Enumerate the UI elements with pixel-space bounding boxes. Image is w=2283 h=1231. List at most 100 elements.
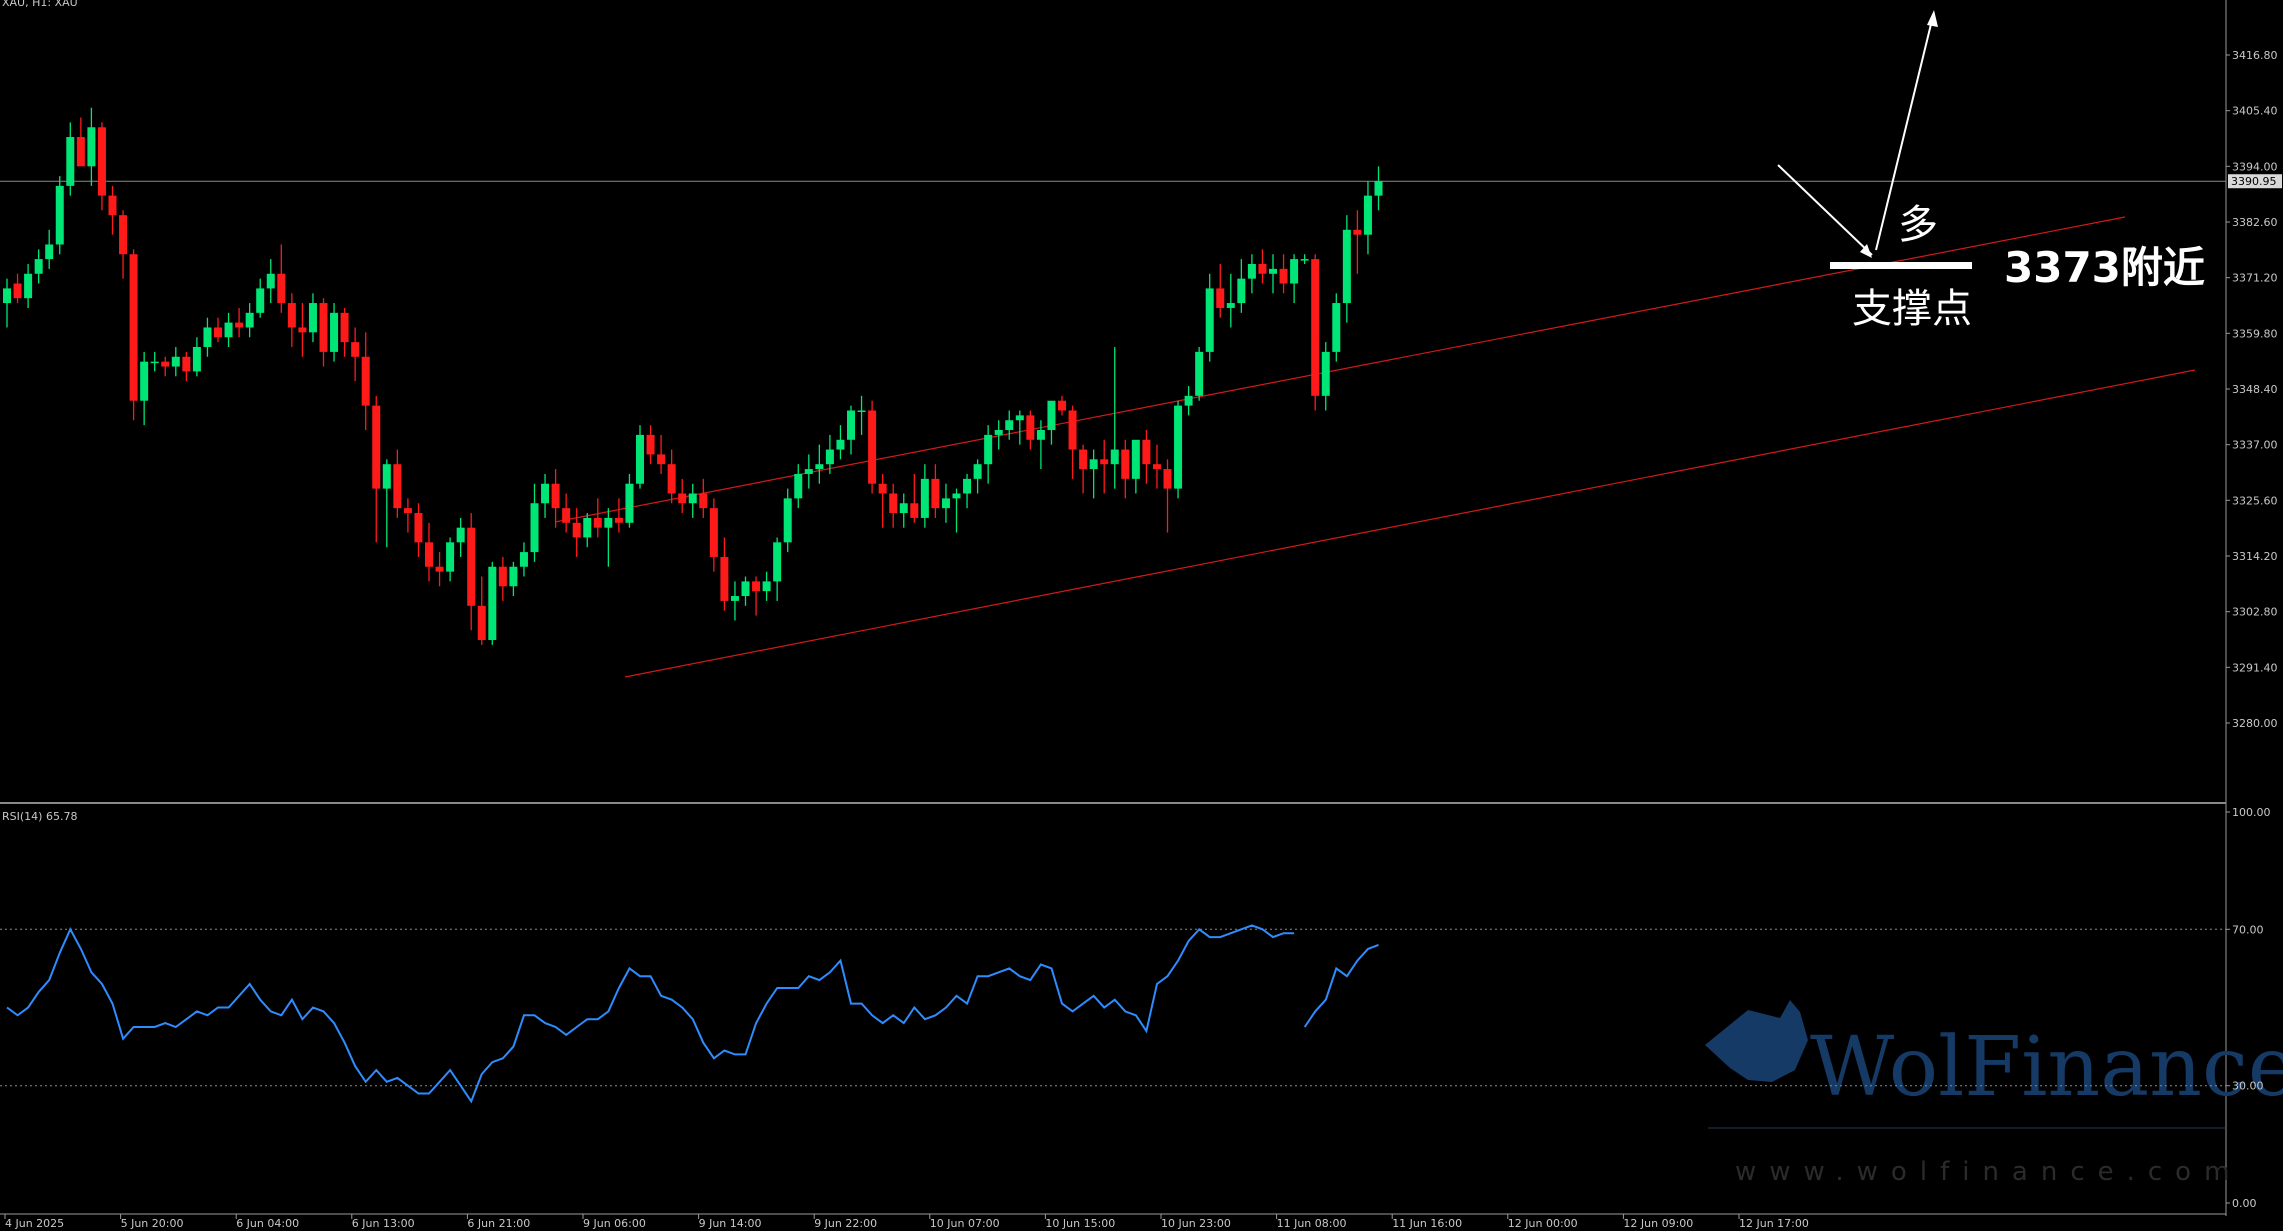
candle	[1363, 180, 1372, 255]
candle-body-bear	[1121, 449, 1130, 479]
candle-body-bull	[1015, 415, 1024, 421]
candle	[161, 356, 170, 377]
candle-body-bull	[446, 542, 455, 572]
candle-body-bull	[87, 127, 96, 167]
candle	[351, 327, 360, 382]
candle	[572, 508, 581, 557]
candle-body-bull	[963, 478, 972, 494]
candle-body-bear	[1216, 288, 1225, 308]
candle-body-bull	[1195, 351, 1204, 396]
wolfinance-watermark: WolFinance www.wolfinance.com	[1705, 1000, 2283, 1187]
candle-body-bull	[636, 434, 644, 484]
candle	[1015, 410, 1024, 445]
candle-body-bear	[435, 566, 444, 572]
price-tick-label: 3280.00	[2232, 717, 2278, 730]
candle	[66, 122, 75, 196]
candle	[1100, 439, 1109, 494]
candle	[636, 425, 644, 489]
candle-body-bear	[108, 195, 117, 216]
candle-body-bear	[467, 527, 476, 606]
candle	[1142, 430, 1151, 484]
time-tick-label: 6 Jun 21:00	[467, 1217, 530, 1230]
chart-title: XAU, H1: XAU	[2, 0, 78, 9]
time-tick-label: 4 Jun 2025	[5, 1217, 64, 1230]
candle-body-bull	[66, 137, 75, 186]
candle	[973, 459, 982, 494]
rsi-tick-label: 30.00	[2232, 1080, 2264, 1093]
candlestick-series	[3, 107, 1383, 645]
candle	[1258, 249, 1267, 284]
candle-body-bear	[562, 508, 571, 523]
price-tick-label: 3371.20	[2232, 272, 2278, 285]
candle	[657, 434, 666, 474]
candle	[414, 503, 423, 557]
candle	[889, 483, 898, 528]
candle	[519, 542, 528, 577]
wolf-logo-icon	[1705, 1000, 1808, 1082]
candle	[551, 469, 560, 528]
candle-body-bull	[1174, 405, 1183, 489]
candle	[182, 351, 191, 382]
candle	[361, 332, 370, 431]
rsi-axis: 100.00 70.00 30.00 0.00	[0, 806, 2271, 1210]
candle-body-bear	[235, 322, 244, 328]
candle	[804, 454, 813, 489]
time-tick-label: 11 Jun 16:00	[1392, 1217, 1462, 1230]
candle-body-bull	[192, 347, 201, 372]
candle-body-bear	[97, 127, 106, 196]
candle	[1332, 293, 1341, 362]
candle	[266, 259, 275, 304]
candle-body-bull	[1269, 268, 1277, 274]
candle	[498, 556, 507, 601]
candle	[794, 464, 803, 509]
candle	[941, 483, 950, 523]
candle	[1247, 254, 1256, 294]
current-price-tag: 3390.95	[2228, 174, 2282, 189]
candle	[97, 122, 106, 211]
candle-body-bear	[1163, 469, 1172, 489]
candle-body-bull	[899, 503, 908, 514]
price-tick-label: 3348.40	[2232, 383, 2278, 396]
candle-body-bull	[171, 356, 180, 367]
price-tick-label: 3405.40	[2232, 105, 2278, 118]
candle-body-bear	[1258, 263, 1267, 274]
channel-lower-line[interactable]	[624, 369, 2196, 678]
candle-body-bear	[593, 517, 602, 528]
candle-body-bear	[277, 273, 286, 304]
candle	[477, 576, 486, 645]
candle	[709, 498, 718, 572]
candle-body-bull	[941, 498, 950, 509]
time-tick-label: 10 Jun 07:00	[930, 1217, 1000, 1230]
candle-body-bear	[1279, 268, 1288, 284]
candle	[1184, 386, 1193, 416]
candle-body-bull	[625, 483, 634, 523]
candle	[1226, 273, 1235, 328]
direction-label: 多	[1898, 202, 1938, 248]
candle-body-bull	[509, 566, 518, 587]
candle-body-bull	[1332, 303, 1341, 352]
candle	[857, 395, 866, 435]
candle	[1342, 215, 1351, 323]
pullback-arrowhead-icon	[1860, 244, 1872, 258]
candle	[752, 576, 761, 616]
candle	[382, 459, 391, 548]
candle	[277, 244, 286, 313]
candle-body-bear	[1100, 459, 1109, 465]
candle-body-bull	[688, 493, 697, 504]
support-marker-bar	[1830, 262, 1972, 269]
candle	[678, 478, 687, 514]
candle-body-bear	[1142, 439, 1151, 465]
candle	[425, 522, 433, 582]
candle-body-bull	[1342, 229, 1351, 304]
pullback-arrow-line	[1777, 164, 1873, 256]
candle	[1216, 263, 1225, 318]
candle	[1311, 254, 1320, 411]
candle-body-bear	[498, 566, 507, 587]
candle-body-bull	[815, 464, 824, 470]
candle	[140, 351, 149, 426]
price-tick-label: 3382.60	[2232, 216, 2278, 229]
candle	[1058, 395, 1066, 416]
candle-body-bear	[678, 493, 687, 504]
